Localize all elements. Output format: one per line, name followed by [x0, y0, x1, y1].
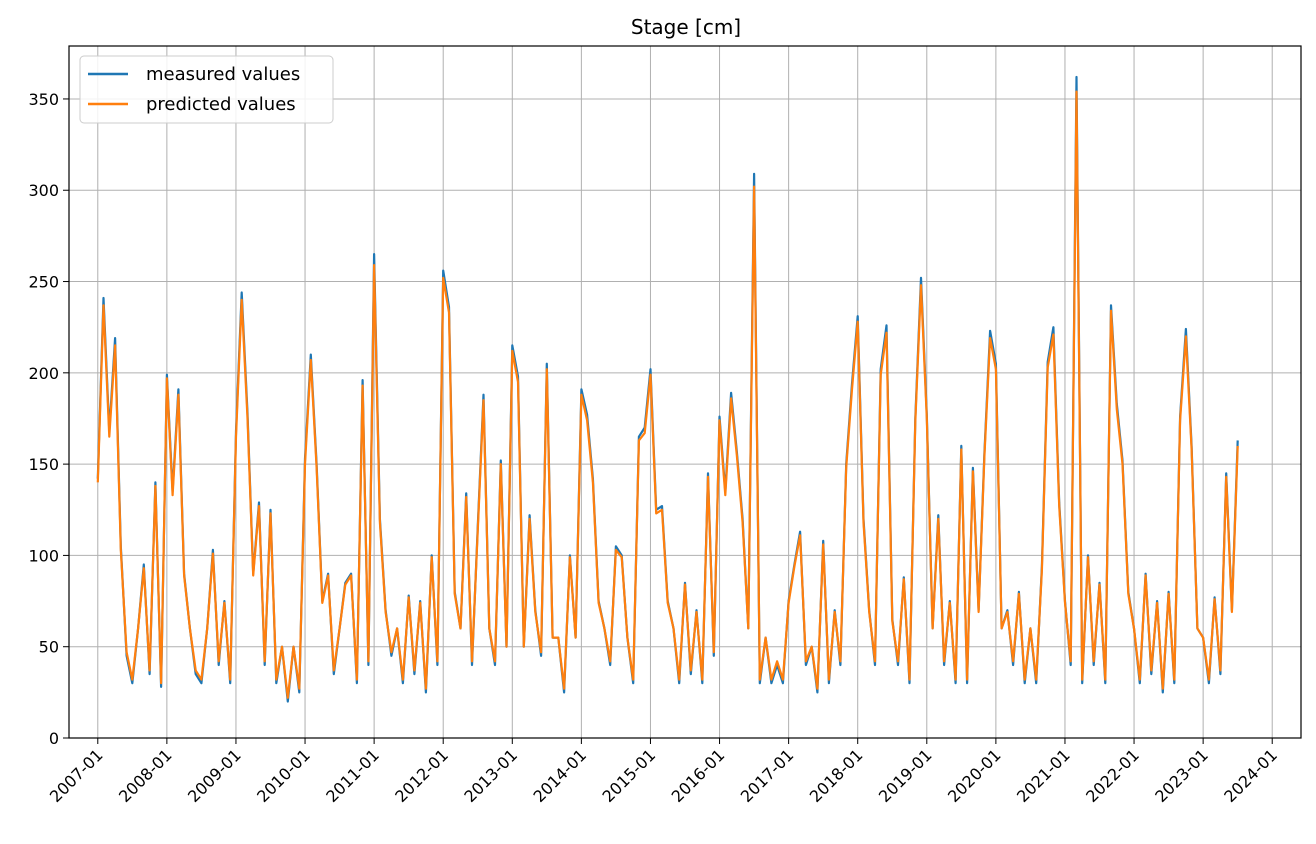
chart-title: Stage [cm]	[631, 15, 741, 39]
x-tick-label: 2020-01	[944, 745, 1005, 806]
x-tick-label: 2017-01	[737, 745, 798, 806]
grid-lines	[69, 46, 1301, 739]
y-tick-label: 300	[28, 181, 59, 200]
x-tick-label: 2012-01	[391, 745, 452, 806]
legend-box	[79, 55, 334, 124]
x-tick-label: 2016-01	[668, 745, 729, 806]
x-tick-label: 2018-01	[806, 745, 867, 806]
x-tick-label: 2008-01	[115, 745, 176, 806]
series-layer	[96, 75, 1239, 703]
y-tick-label: 350	[28, 90, 59, 109]
x-tick-label: 2007-01	[46, 745, 107, 806]
y-tick-label: 250	[28, 273, 59, 292]
plot-frame	[68, 45, 1302, 739]
legend-label-measured: measured values	[146, 64, 300, 85]
y-tick-label: 200	[28, 364, 59, 383]
x-tick-label: 2019-01	[875, 745, 936, 806]
y-tick-label: 150	[28, 455, 59, 474]
legend-label-predicted: predicted values	[146, 94, 296, 115]
x-tick-label: 2011-01	[322, 745, 383, 806]
legend: measured values predicted values	[79, 55, 334, 124]
y-tick-label: 100	[28, 546, 59, 565]
x-tick-label: 2021-01	[1013, 745, 1074, 806]
y-tick-label: 50	[39, 638, 59, 657]
x-axis: 2007-01 2008-01 2009-01 2010-01 2011-01 2012-…	[46, 738, 1281, 806]
x-tick-label: 2022-01	[1082, 745, 1143, 806]
y-axis: 0 50 100 150 200 250 300 350	[28, 90, 69, 748]
y-tick-label: 0	[49, 729, 59, 748]
series-line-predicted	[96, 90, 1239, 699]
x-tick-label: 2009-01	[184, 745, 245, 806]
x-tick-label: 2010-01	[253, 745, 314, 806]
x-tick-label: 2024-01	[1220, 745, 1281, 806]
x-tick-label: 2013-01	[460, 745, 521, 806]
x-tick-label: 2014-01	[529, 745, 590, 806]
x-tick-label: 2015-01	[599, 745, 660, 806]
x-tick-label: 2023-01	[1151, 745, 1212, 806]
